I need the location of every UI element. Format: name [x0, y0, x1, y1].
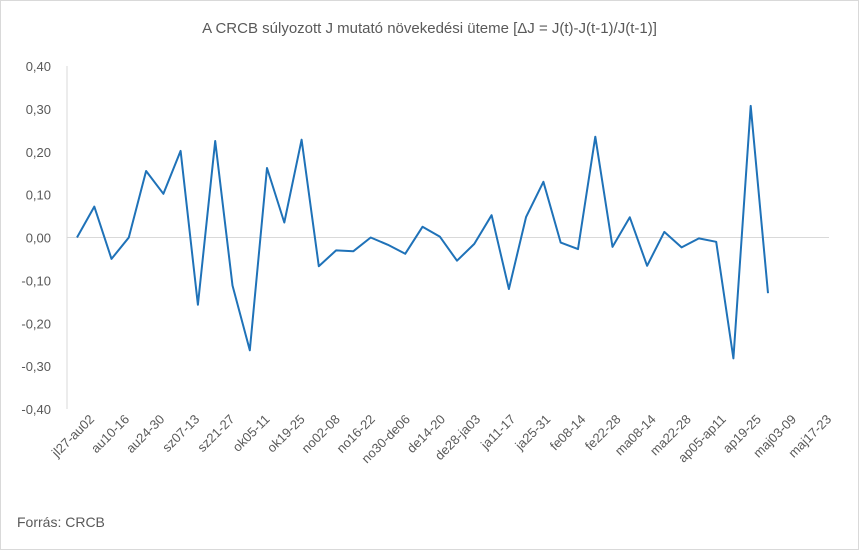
y-tick-label: 0,10 — [26, 188, 51, 203]
y-tick-label: -0,20 — [21, 316, 51, 331]
series-layer — [76, 104, 769, 360]
y-tick-label: -0,40 — [21, 402, 51, 417]
series-line — [76, 104, 769, 360]
x-tick-label: jl27-au02 — [48, 412, 97, 461]
x-tick-label: fe08-14 — [547, 412, 589, 454]
y-axis: 0,40 0,30 0,20 0,10 0,00 -0,10 -0,20 -0,30 -0,40 — [21, 59, 68, 417]
x-axis: jl27-au02au10-16au24-30sz07-13sz21-27ok0… — [48, 237, 834, 466]
y-tick-label: -0,30 — [21, 359, 51, 374]
y-tick-label: 0,20 — [26, 145, 51, 160]
y-tick-label: 0,00 — [26, 231, 51, 246]
x-tick-label: sz07-13 — [159, 412, 202, 455]
chart-title: A CRCB súlyozott J mutató növekedési üte… — [202, 20, 657, 37]
y-tick-label: -0,10 — [21, 273, 51, 288]
x-tick-label: ja25-31 — [511, 412, 553, 454]
source-note: Forrás: CRCB — [17, 514, 105, 530]
y-tick-label: 0,30 — [26, 102, 51, 117]
x-tick-label: sz21-27 — [194, 412, 237, 455]
y-tick-label: 0,40 — [26, 59, 51, 74]
x-tick-label: au24-30 — [123, 412, 167, 456]
x-tick-label: ja11-17 — [477, 412, 518, 453]
